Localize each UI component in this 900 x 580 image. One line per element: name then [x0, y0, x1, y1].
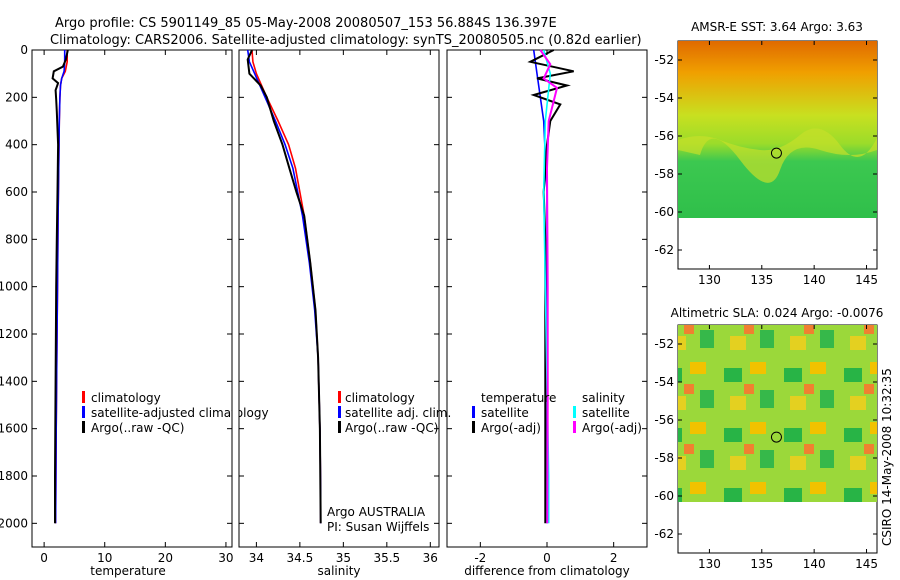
map-x-tick-label: 130 — [698, 557, 721, 571]
map-x-tick-label: 135 — [750, 557, 773, 571]
x-tick-label: 34.5 — [287, 551, 314, 565]
x-tick-label: 0 — [40, 551, 48, 565]
legend-swatch-climatology — [338, 391, 341, 403]
legend-swatch-temp-argo — [472, 421, 475, 433]
x-tick-label: 10 — [97, 551, 112, 565]
salinity-axes — [238, 49, 440, 548]
map-y-tick-label: -60 — [654, 489, 674, 503]
x-tick-label: 36 — [423, 551, 438, 565]
legend-clip-mask — [232, 390, 239, 420]
series-line-argo-raw-qc- — [51, 49, 69, 524]
x-tick-label: 30 — [218, 551, 233, 565]
y-tick-label: 600 — [5, 185, 28, 199]
map-y-tick-label: -56 — [654, 413, 674, 427]
temperature-xlabel: temperature — [90, 564, 165, 578]
temperature-axes — [31, 49, 233, 548]
legend-group-salinity: salinity — [582, 391, 625, 405]
legend-swatch-argo — [338, 421, 341, 433]
sst-map-axes-ticks: -52 -54 -56 -58 -60 -62 130 135 140 145 — [654, 41, 878, 287]
legend-group-temperature: temperature — [481, 391, 556, 405]
y-tick-label: 1200 — [0, 327, 28, 341]
y-tick-label: 2000 — [0, 516, 28, 530]
y-tick-label: 1600 — [0, 422, 28, 436]
sst-field — [678, 41, 877, 218]
sla-map-axes-ticks: -52 -54 -56 -58 -60 -62 130 135 140 145 — [654, 325, 878, 571]
x-tick-label: 0 — [543, 551, 551, 565]
map-y-tick-label: -62 — [654, 243, 674, 257]
map-x-tick-label: 130 — [698, 273, 721, 287]
figure-title-line2: Climatology: CARS2006. Satellite-adjuste… — [50, 33, 642, 48]
legend-swatch-argo — [82, 421, 85, 433]
legend-label: Argo(..raw -QC) — [91, 421, 184, 435]
legend-label: climatology — [91, 391, 161, 405]
pi-annotation: PI: Susan Wijffels — [327, 520, 429, 534]
map-y-tick-label: -52 — [654, 53, 674, 67]
y-tick-label: 200 — [5, 90, 28, 104]
x-tick-label: 35 — [336, 551, 351, 565]
x-tick-label: 20 — [158, 551, 173, 565]
salinity-legend: climatology satellite adj. clim. Argo(..… — [327, 391, 451, 534]
temperature-plot: 0 200 400 600 800 1000 1200 1400 1600 1800 2000 0 10… — [0, 43, 234, 565]
y-tick-label: 800 — [5, 232, 28, 246]
legend-swatch-temp-satellite — [472, 406, 475, 418]
legend-label: Argo(-adj) — [582, 421, 642, 435]
sst-front — [678, 128, 877, 183]
sla-field — [678, 325, 877, 502]
legend-label: satellite-adjusted climatology — [91, 406, 269, 420]
salinity-xlabel: salinity — [317, 564, 360, 578]
sla-map-title: Altimetric SLA: 0.024 Argo: -0.0076 — [671, 306, 884, 320]
legend-swatch-sal-satellite — [573, 406, 576, 418]
y-tick-label: 0 — [20, 43, 28, 57]
legend-label: satellite adj. clim. — [345, 406, 451, 420]
salinity-plot: 34 34.5 35 35.5 36 — [239, 49, 439, 565]
argo-location-marker — [770, 147, 782, 159]
map-y-tick-label: -58 — [654, 451, 674, 465]
series-line-argo-raw-qc- — [246, 49, 322, 524]
legend-swatch-sal-argo — [573, 421, 576, 433]
x-tick-label: 34 — [249, 551, 264, 565]
map-y-tick-label: -62 — [654, 527, 674, 541]
sst-map-title: AMSR-E SST: 3.64 Argo: 3.63 — [691, 20, 863, 34]
temperature-legend: climatology satellite-adjusted climatolo… — [82, 391, 269, 435]
x-tick-label: -2 — [474, 551, 486, 565]
map-x-tick-label: 145 — [855, 273, 878, 287]
map-y-tick-label: -56 — [654, 129, 674, 143]
legend-swatch-climatology — [82, 391, 85, 403]
difference-xlabel: difference from climatology — [464, 564, 630, 578]
legend-label: satellite — [481, 406, 529, 420]
map-x-tick-label: 145 — [855, 557, 878, 571]
map-y-tick-label: -58 — [654, 167, 674, 181]
map-y-tick-label: -60 — [654, 205, 674, 219]
figure-title-line1: Argo profile: CS 5901149_85 05-May-2008 … — [55, 16, 557, 31]
platform-annotation: Argo AUSTRALIA — [327, 505, 426, 519]
map-x-tick-label: 140 — [803, 557, 826, 571]
y-tick-label: 1000 — [0, 280, 28, 294]
difference-plot: -2 0 2 — [447, 49, 647, 565]
y-tick-label: 400 — [5, 138, 28, 152]
credit-timestamp: CSIRO 14-May-2008 10:32:35 — [880, 368, 894, 546]
map-y-tick-label: -54 — [654, 375, 674, 389]
y-tick-label: 1400 — [0, 374, 28, 388]
legend-label: Argo(..raw -QC) — [345, 421, 438, 435]
y-tick-label: 1800 — [0, 469, 28, 483]
series-line-salinity-argo-adj- — [539, 49, 559, 524]
difference-legend: temperature satellite Argo(-adj) salinit… — [472, 391, 642, 435]
map-y-tick-label: -54 — [654, 91, 674, 105]
map-x-tick-label: 140 — [803, 273, 826, 287]
legend-swatch-satellite — [82, 406, 85, 418]
map-x-tick-label: 135 — [750, 273, 773, 287]
map-y-tick-label: -52 — [654, 337, 674, 351]
x-tick-label: 35.5 — [373, 551, 400, 565]
legend-label: satellite — [582, 406, 630, 420]
legend-label: climatology — [345, 391, 415, 405]
legend-label: Argo(-adj) — [481, 421, 541, 435]
legend-swatch-satellite — [338, 406, 341, 418]
x-tick-label: 2 — [610, 551, 618, 565]
argo-location-marker — [770, 431, 782, 443]
series-line-satellite-adjusted-climatology — [54, 50, 66, 524]
